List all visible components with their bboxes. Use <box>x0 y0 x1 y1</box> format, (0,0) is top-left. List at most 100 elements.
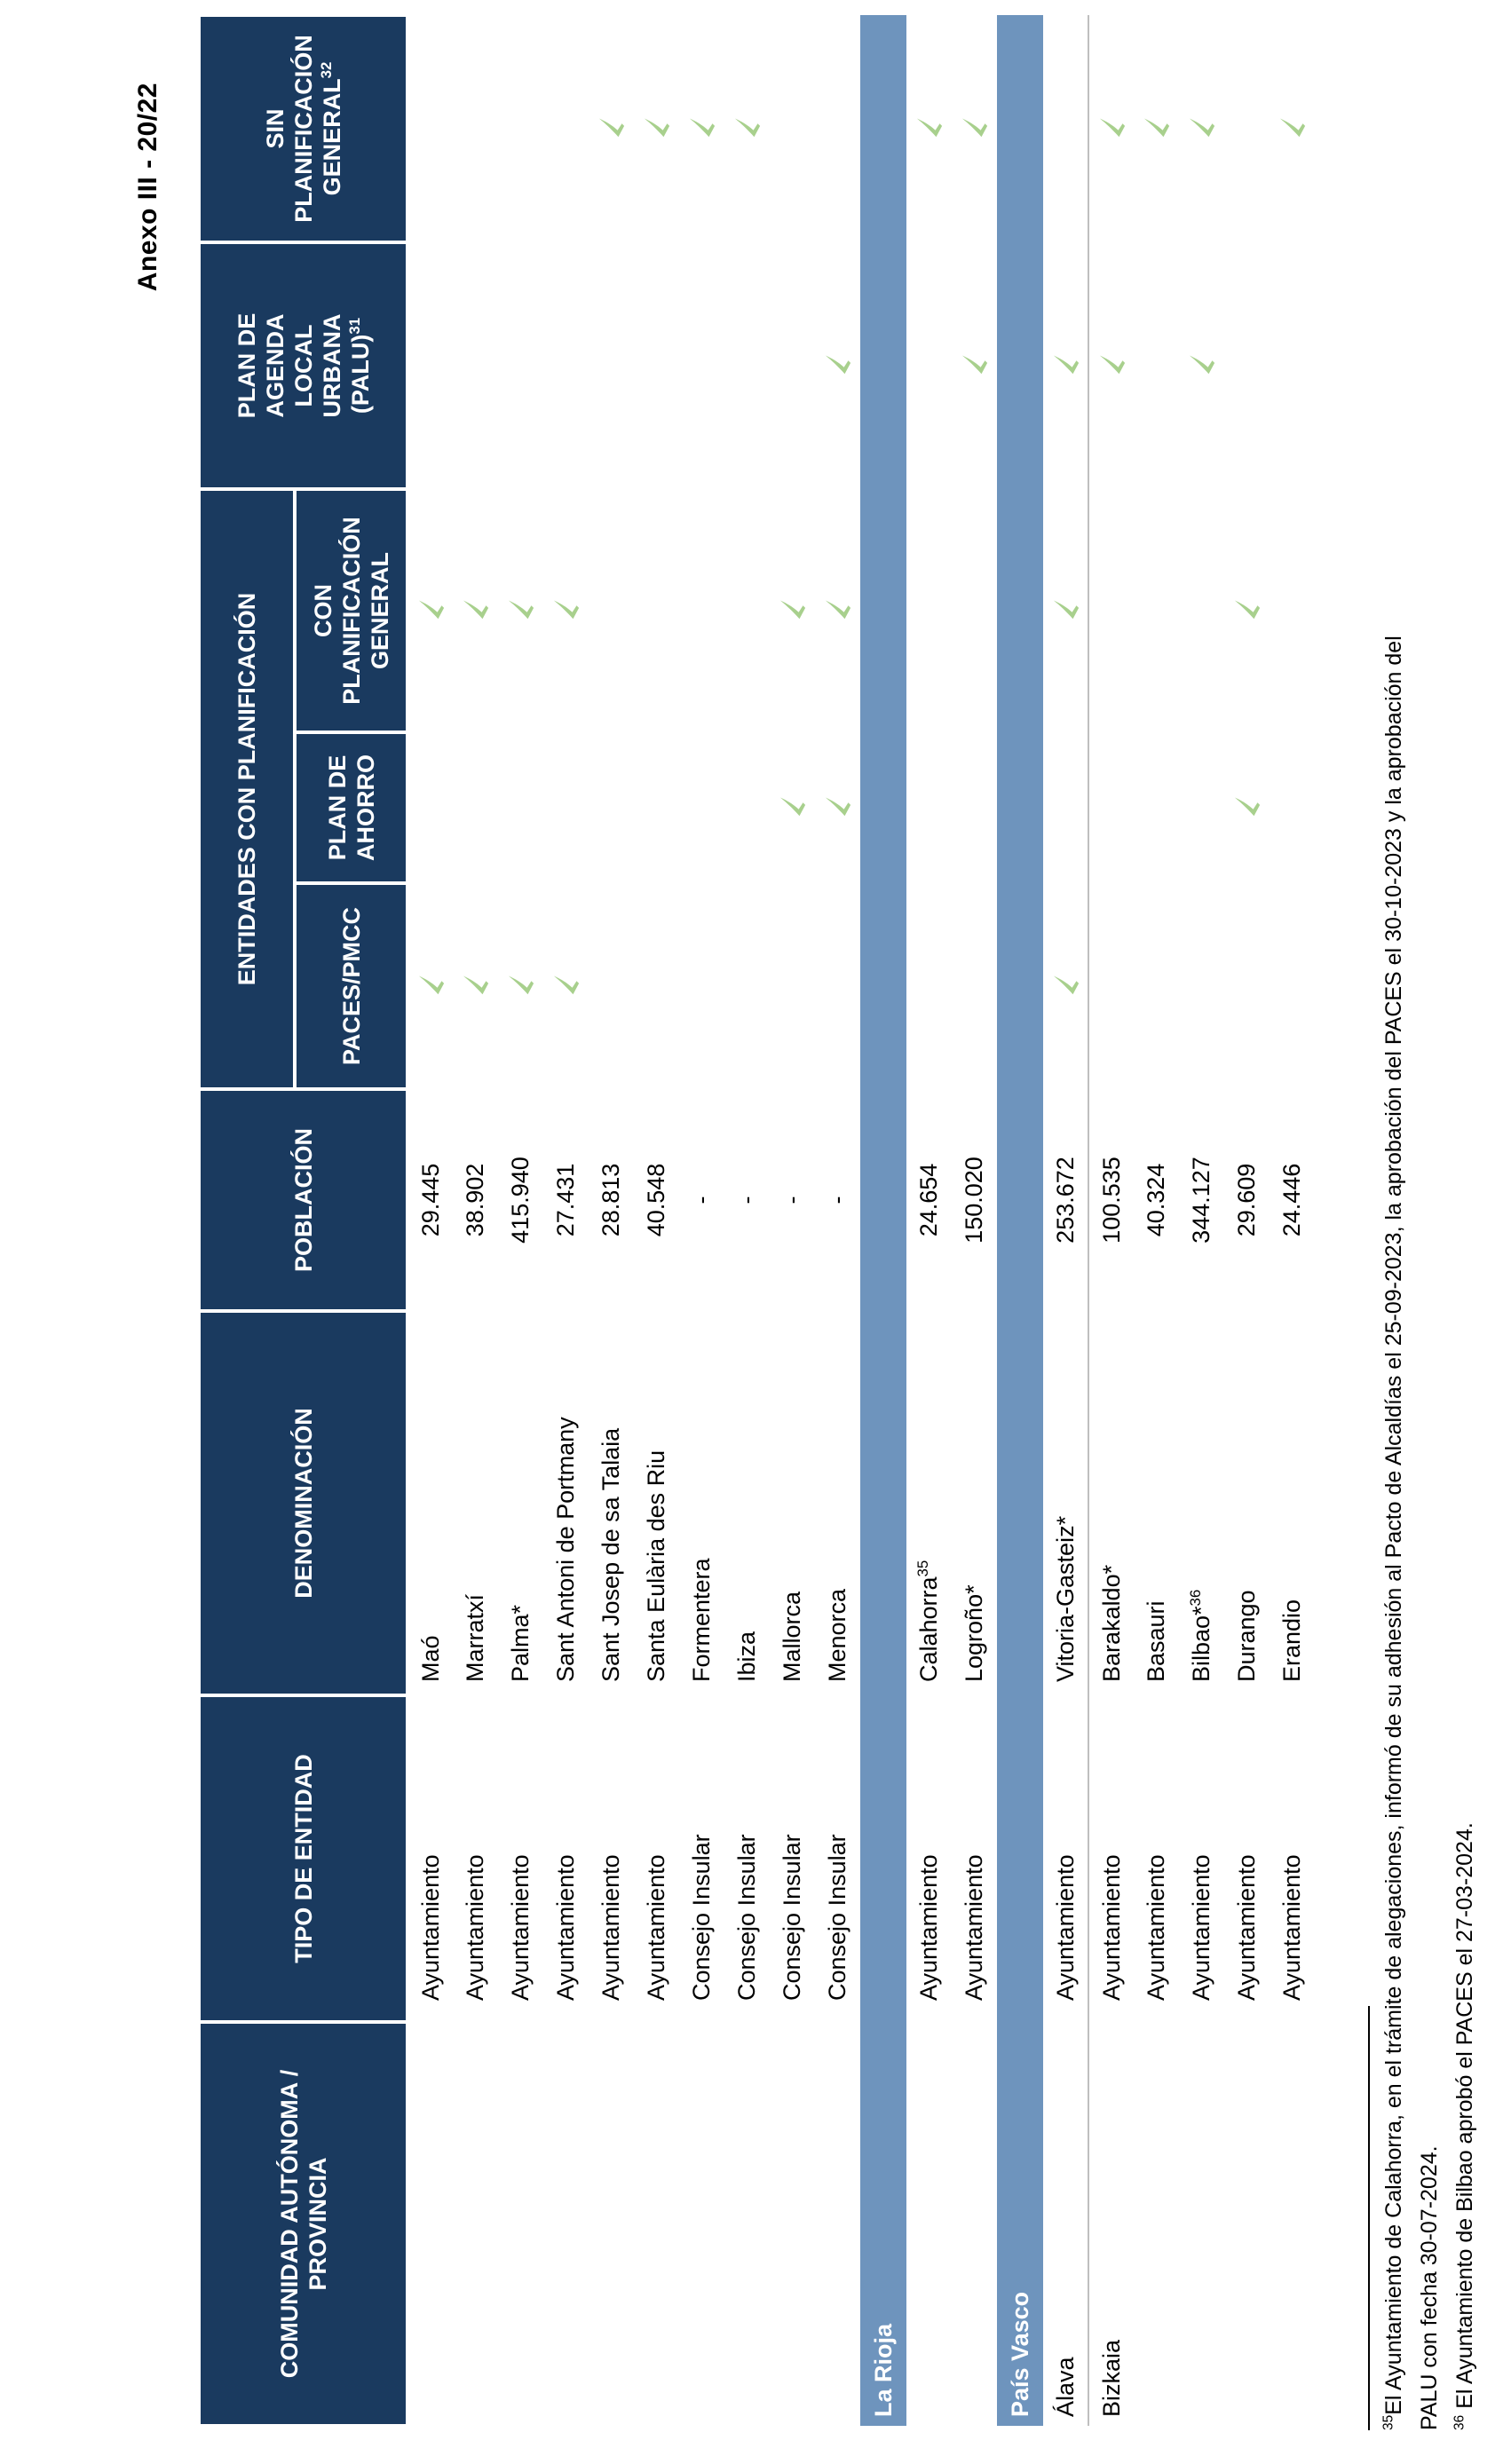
cell-denominacion: Mallorca <box>770 1311 815 1695</box>
table-row: Ayuntamiento Sant Josep de sa Talaia 28.… <box>589 15 634 2426</box>
cell-poblacion: 415.940 <box>507 1157 534 1244</box>
cell-comunidad-provincia <box>1134 2022 1179 2426</box>
cell-tipo-entidad: Ayuntamiento <box>462 1854 488 2001</box>
cell-con-planificacion-general <box>1134 489 1179 732</box>
cell-plan-de-ahorro <box>407 732 453 883</box>
cell-con-planificacion-general <box>1088 489 1134 732</box>
cell-paces-pmcc <box>407 883 453 1089</box>
cell-tipo-entidad: Ayuntamiento <box>417 1854 444 2001</box>
cell-denominacion: Marratxí <box>453 1311 498 1695</box>
cell-palu <box>1224 242 1270 489</box>
footnote-35-marker: 35 <box>1380 2414 1396 2430</box>
check-icon <box>554 600 580 620</box>
cell-sin-planificacion <box>952 15 997 242</box>
cell-tipo-entidad: Ayuntamiento <box>1278 1854 1305 2001</box>
cell-denominacion: Palma* <box>498 1311 543 1695</box>
cell-comunidad-provincia <box>1179 2022 1224 2426</box>
cell-plan-de-ahorro <box>498 732 543 883</box>
cell-palu <box>679 242 724 489</box>
check-icon <box>419 600 445 620</box>
cell-denominacion: Formentera <box>679 1311 724 1695</box>
cell-plan-de-ahorro <box>543 732 589 883</box>
cell-paces-pmcc <box>453 883 498 1089</box>
cell-poblacion: 28.813 <box>597 1163 624 1237</box>
check-icon <box>509 600 534 620</box>
cell-plan-de-ahorro <box>724 732 770 883</box>
cell-comunidad-provincia <box>453 2022 498 2426</box>
entity-name: Sant Antoni de Portmany <box>552 1417 579 1682</box>
table-row: Ayuntamiento Palma* 415.940 <box>498 15 543 2426</box>
check-icon <box>690 118 716 138</box>
header-denominacion: DENOMINACIÓN <box>199 1311 407 1695</box>
cell-denominacion: Vitoria-Gasteiz* <box>1043 1311 1088 1695</box>
cell-denominacion: Erandio <box>1270 1311 1315 1695</box>
cell-sin-planificacion <box>1088 15 1134 242</box>
cell-denominacion: Ibiza <box>724 1311 770 1695</box>
cell-poblacion: 253.672 <box>1051 1157 1079 1244</box>
cell-tipo-entidad: Ayuntamiento <box>643 1854 669 2001</box>
cell-comunidad-provincia <box>1270 2022 1315 2426</box>
header-palu: PLAN DE AGENDA LOCAL URBANA (PALU)31 <box>199 242 407 489</box>
cell-plan-de-ahorro <box>952 732 997 883</box>
cell-tipo-entidad: Ayuntamiento <box>915 1854 942 2001</box>
header-sin-footnote-ref: 32 <box>317 61 335 79</box>
table-row: Ayuntamiento Logroño* 150.020 <box>952 15 997 2426</box>
check-icon <box>599 118 625 138</box>
footnote-35-line1: El Ayuntamiento de Calahorra, en el trám… <box>1381 636 1406 2415</box>
cell-poblacion: 27.431 <box>552 1163 579 1237</box>
cell-palu <box>453 242 498 489</box>
cell-con-planificacion-general <box>589 489 634 732</box>
cell-poblacion: - <box>779 1196 805 1204</box>
cell-palu <box>634 242 679 489</box>
cell-plan-de-ahorro <box>634 732 679 883</box>
cell-plan-de-ahorro <box>1088 732 1134 883</box>
cell-poblacion: - <box>733 1196 760 1204</box>
check-icon <box>1235 600 1261 620</box>
section-label: País Vasco <box>997 15 1043 2426</box>
entity-name: Mallorca <box>779 1591 805 1682</box>
cell-comunidad-provincia <box>906 2022 952 2426</box>
entity-footnote-ref: 36 <box>1187 1589 1204 1607</box>
cell-plan-de-ahorro <box>1043 732 1088 883</box>
table-body: Ayuntamiento Maó 29.445 Ayuntamiento Mar… <box>407 15 1315 2426</box>
check-icon <box>463 600 489 620</box>
footnote-36: 36 El Ayuntamiento de Bilbao aprobó el P… <box>1447 34 1483 2430</box>
cell-denominacion: Logroño* <box>952 1311 997 1695</box>
cell-sin-planificacion <box>906 15 952 242</box>
check-icon <box>419 975 445 995</box>
header-plan-de-ahorro: PLAN DE AHORRO <box>295 732 407 883</box>
entity-name: Erandio <box>1278 1599 1305 1682</box>
table-row: Ayuntamiento Durango 29.609 <box>1224 15 1270 2426</box>
entity-name: Barakaldo* <box>1097 1564 1125 1682</box>
cell-sin-planificacion <box>543 15 589 242</box>
cell-comunidad-provincia: Álava <box>1051 2357 1079 2417</box>
cell-tipo-entidad: Consejo Insular <box>733 1834 760 2001</box>
cell-poblacion: - <box>688 1196 715 1204</box>
cell-con-planificacion-general <box>634 489 679 732</box>
cell-comunidad-provincia <box>815 2022 860 2426</box>
header-tipo-entidad: TIPO DE ENTIDAD <box>199 1695 407 2022</box>
entity-name: Palma* <box>507 1604 534 1682</box>
cell-comunidad-provincia <box>724 2022 770 2426</box>
entity-name: Vitoria-Gasteiz* <box>1051 1515 1079 1682</box>
cell-sin-planificacion <box>1134 15 1179 242</box>
cell-plan-de-ahorro <box>1224 732 1270 883</box>
check-icon <box>1280 118 1306 138</box>
cell-paces-pmcc <box>634 883 679 1089</box>
cell-paces-pmcc <box>952 883 997 1089</box>
section-header-row: La Rioja <box>860 15 906 2426</box>
cell-poblacion: 150.020 <box>961 1157 987 1244</box>
table-row: Consejo Insular Menorca - <box>815 15 860 2426</box>
header-palu-footnote-ref: 31 <box>345 317 363 335</box>
footnote-separator-rule <box>1368 2006 1370 2430</box>
cell-paces-pmcc <box>815 883 860 1089</box>
check-icon <box>1053 355 1080 375</box>
entity-name: Basauri <box>1143 1600 1169 1682</box>
header-group-entidades-con-planificacion: ENTIDADES CON PLANIFICACIÓN <box>199 489 295 1089</box>
footnote-35: 35El Ayuntamiento de Calahorra, en el tr… <box>1376 34 1412 2430</box>
cell-comunidad-provincia <box>498 2022 543 2426</box>
check-icon <box>1053 975 1080 995</box>
cell-comunidad-provincia <box>634 2022 679 2426</box>
cell-palu <box>498 242 543 489</box>
cell-poblacion: 40.324 <box>1143 1163 1169 1237</box>
